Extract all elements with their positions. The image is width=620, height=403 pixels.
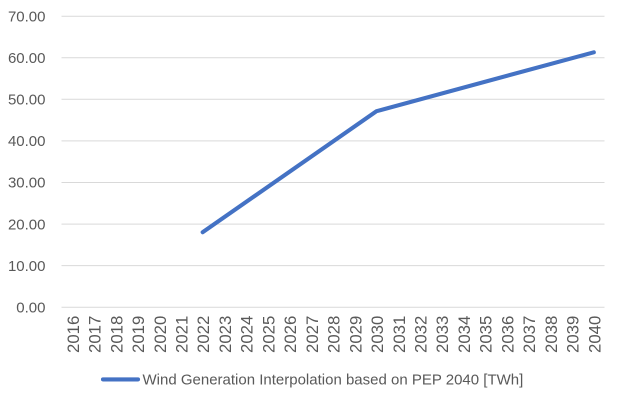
svg-text:20.00: 20.00 xyxy=(8,216,46,233)
svg-text:2029: 2029 xyxy=(346,316,365,353)
svg-text:60.00: 60.00 xyxy=(8,50,46,67)
svg-text:2032: 2032 xyxy=(412,316,431,353)
svg-text:2018: 2018 xyxy=(107,316,126,353)
svg-text:Wind Generation Interpolation: Wind Generation Interpolation based on P… xyxy=(143,372,524,389)
svg-text:2022: 2022 xyxy=(194,316,213,353)
svg-text:2036: 2036 xyxy=(498,316,517,353)
svg-text:10.00: 10.00 xyxy=(8,258,46,275)
svg-text:2025: 2025 xyxy=(259,316,278,353)
svg-text:2024: 2024 xyxy=(238,316,257,353)
svg-text:30.00: 30.00 xyxy=(8,175,46,192)
svg-text:2016: 2016 xyxy=(64,316,83,353)
svg-text:2028: 2028 xyxy=(325,316,344,353)
svg-text:2039: 2039 xyxy=(564,316,583,353)
svg-text:2037: 2037 xyxy=(520,316,539,353)
svg-text:40.00: 40.00 xyxy=(8,133,46,150)
svg-text:2017: 2017 xyxy=(86,316,105,353)
svg-text:2020: 2020 xyxy=(151,316,170,353)
svg-text:2019: 2019 xyxy=(129,316,148,353)
svg-text:2040: 2040 xyxy=(585,316,604,353)
svg-text:2026: 2026 xyxy=(281,316,300,353)
svg-text:2031: 2031 xyxy=(390,316,409,353)
svg-text:2038: 2038 xyxy=(542,316,561,353)
svg-text:2035: 2035 xyxy=(477,316,496,353)
svg-text:2021: 2021 xyxy=(173,316,192,353)
svg-text:50.00: 50.00 xyxy=(8,92,46,109)
svg-text:2030: 2030 xyxy=(368,316,387,353)
svg-text:2033: 2033 xyxy=(433,316,452,353)
svg-text:2023: 2023 xyxy=(216,316,235,353)
svg-text:70.00: 70.00 xyxy=(8,8,46,25)
svg-text:0.00: 0.00 xyxy=(16,299,45,316)
svg-text:2034: 2034 xyxy=(455,316,474,353)
svg-text:2027: 2027 xyxy=(303,316,322,353)
